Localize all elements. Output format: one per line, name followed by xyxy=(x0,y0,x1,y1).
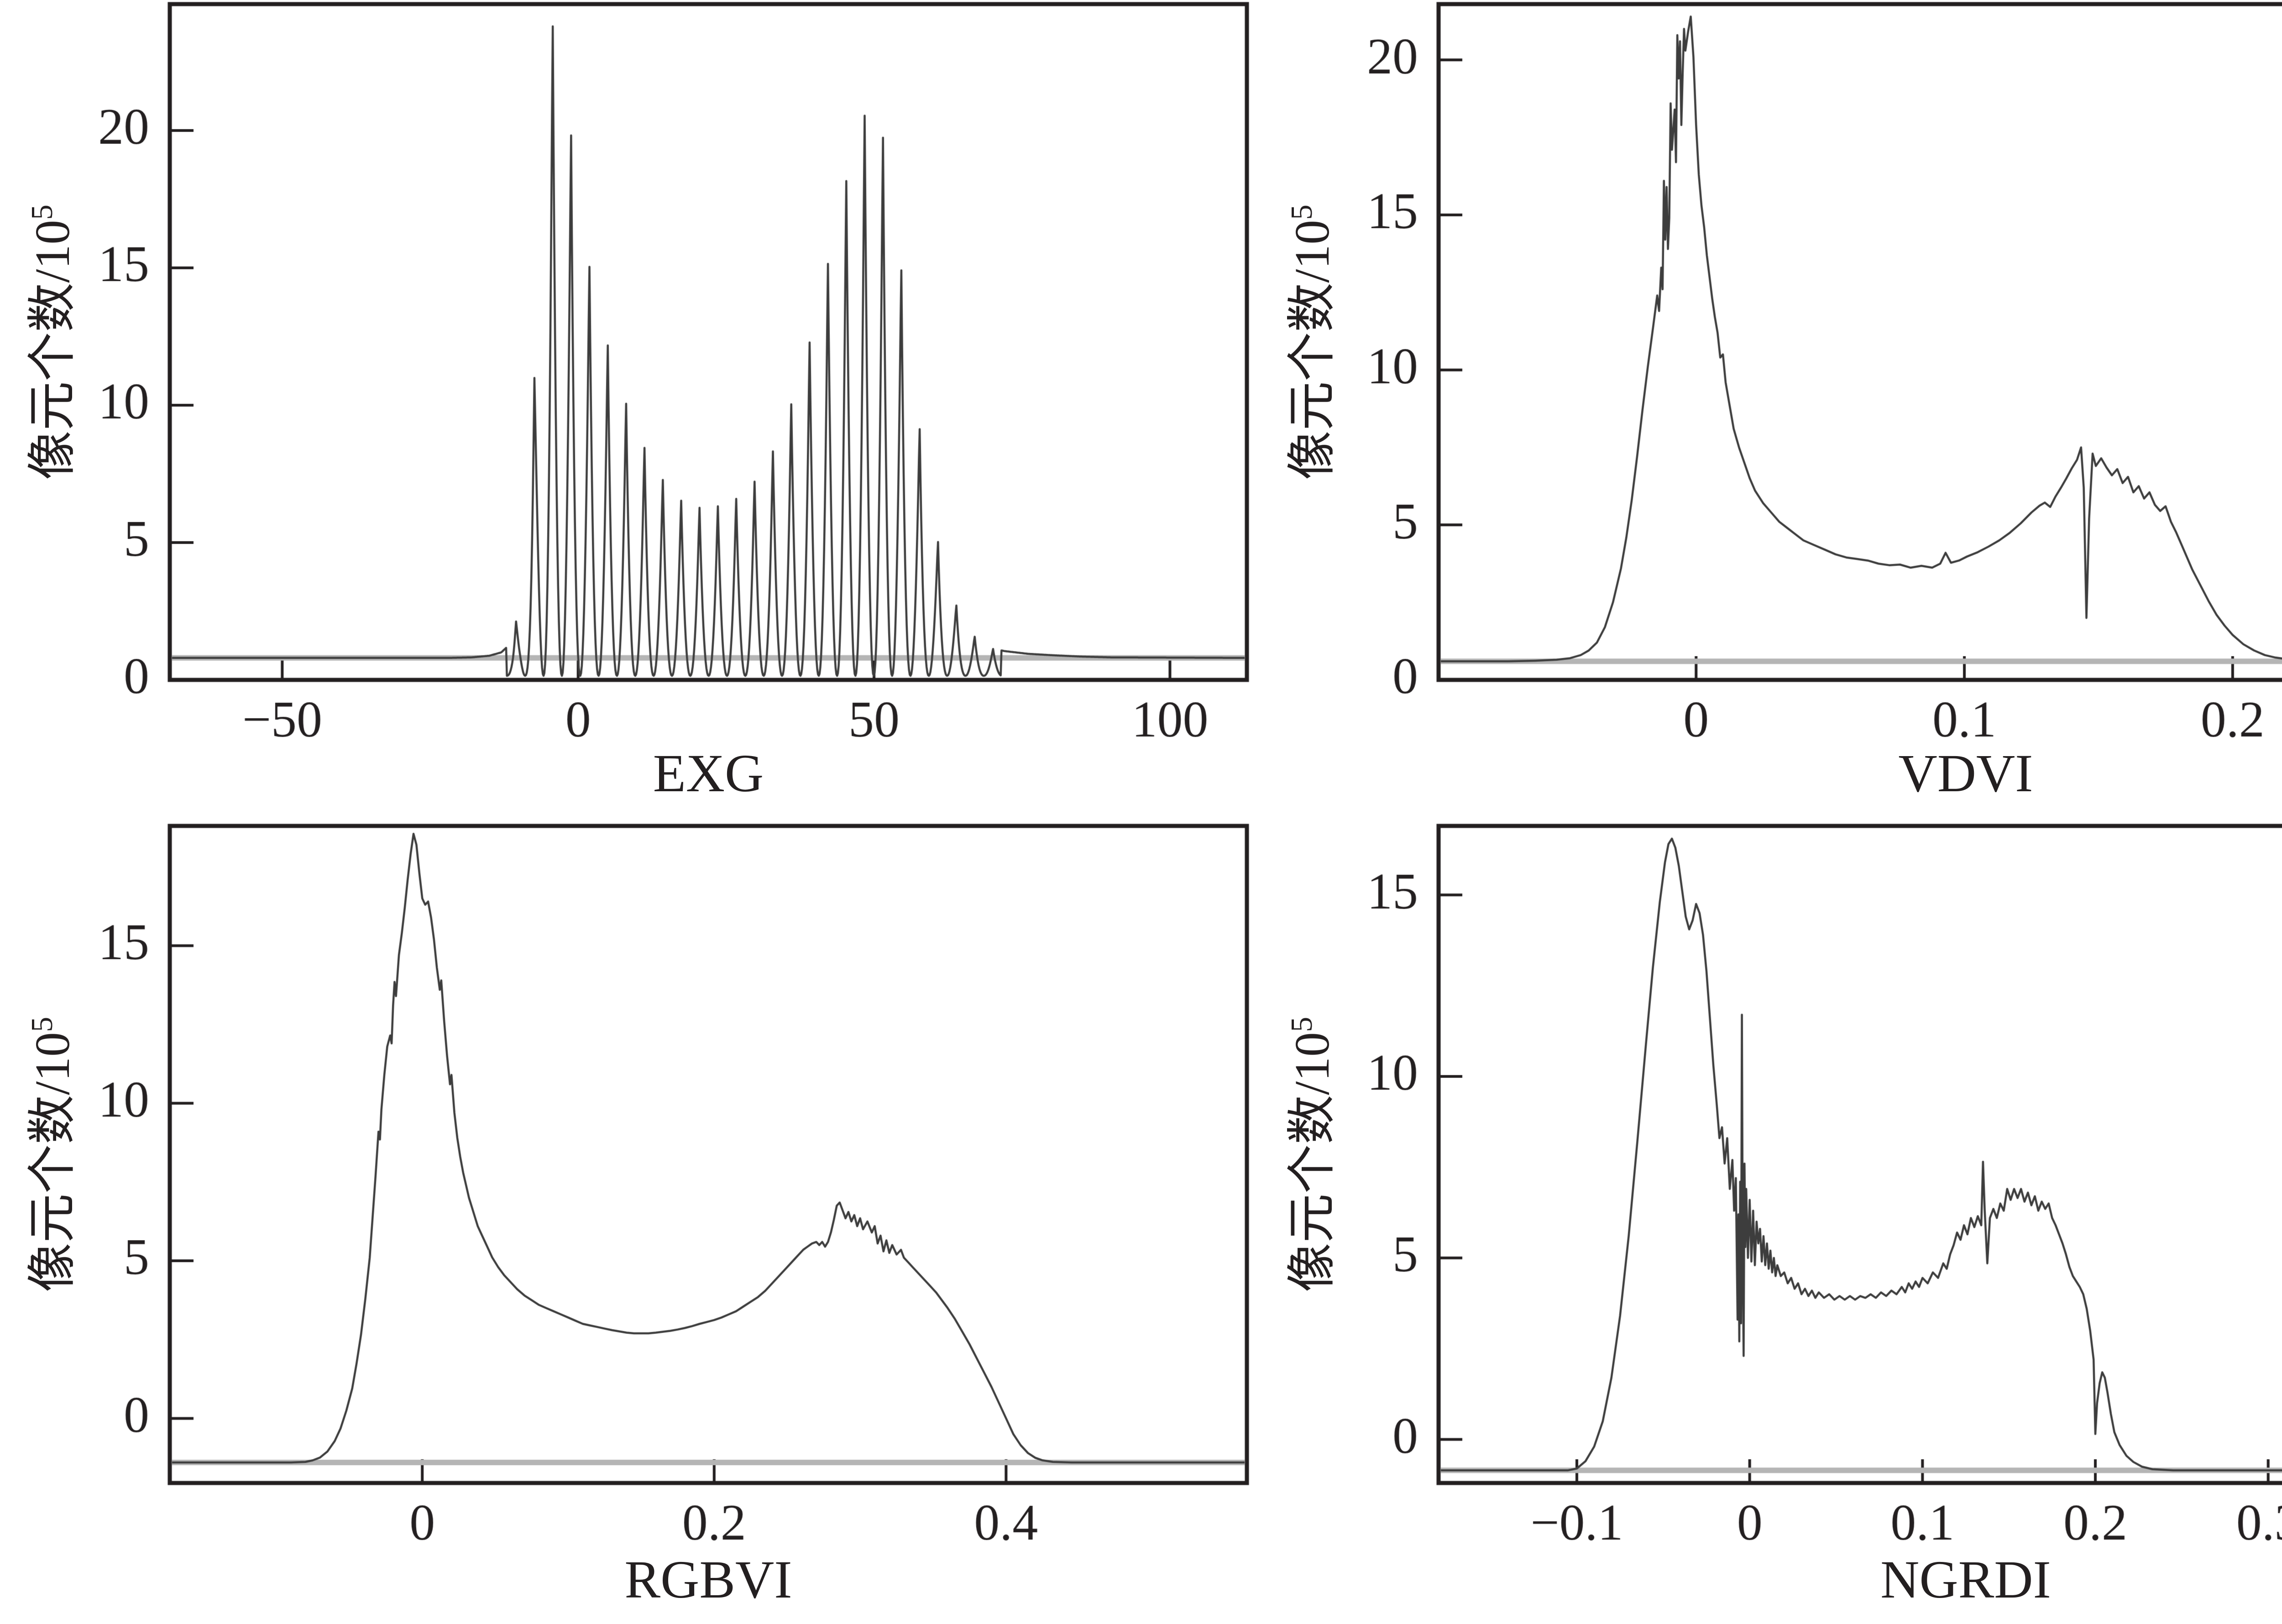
xlabel-rgbvi: RGBVI xyxy=(624,1550,792,1609)
ylabel-vdvi: 像元个数/105 xyxy=(1272,204,1343,480)
ylabel-vdvi-text: 像元个数/10 xyxy=(1285,219,1340,480)
xlabel-vdvi: VDVI xyxy=(1898,743,2033,803)
ylabel-rgbvi-sup: 5 xyxy=(25,1017,59,1032)
xlabel-ngrdi: NGRDI xyxy=(1880,1550,2051,1609)
ylabel-rgbvi-text: 像元个数/10 xyxy=(26,1032,80,1292)
ylabel-exg: 像元个数/105 xyxy=(12,204,84,480)
ylabel-vdvi-sup: 5 xyxy=(1285,204,1319,220)
xlabel-exg: EXG xyxy=(653,743,764,803)
ylabel-ngrdi-sup: 5 xyxy=(1285,1017,1319,1032)
ylabel-exg-text: 像元个数/10 xyxy=(26,219,80,480)
ylabel-rgbvi: 像元个数/105 xyxy=(12,1017,84,1292)
ylabel-ngrdi: 像元个数/105 xyxy=(1272,1017,1343,1292)
ylabel-ngrdi-text: 像元个数/10 xyxy=(1285,1032,1340,1292)
ylabel-exg-sup: 5 xyxy=(25,204,59,220)
